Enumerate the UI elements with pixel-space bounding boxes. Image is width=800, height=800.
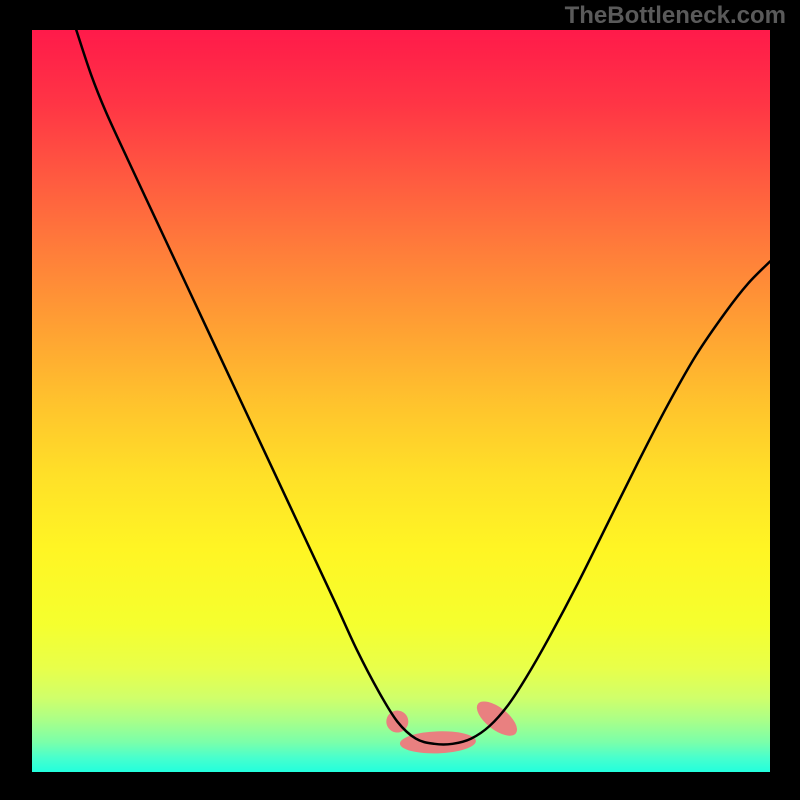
plot-area [32, 30, 770, 772]
bottleneck-curve [76, 30, 770, 744]
marker-group [382, 695, 522, 755]
curve-layer [32, 30, 770, 772]
chart-container: TheBottleneck.com [0, 0, 800, 800]
watermark-label: TheBottleneck.com [565, 2, 786, 30]
